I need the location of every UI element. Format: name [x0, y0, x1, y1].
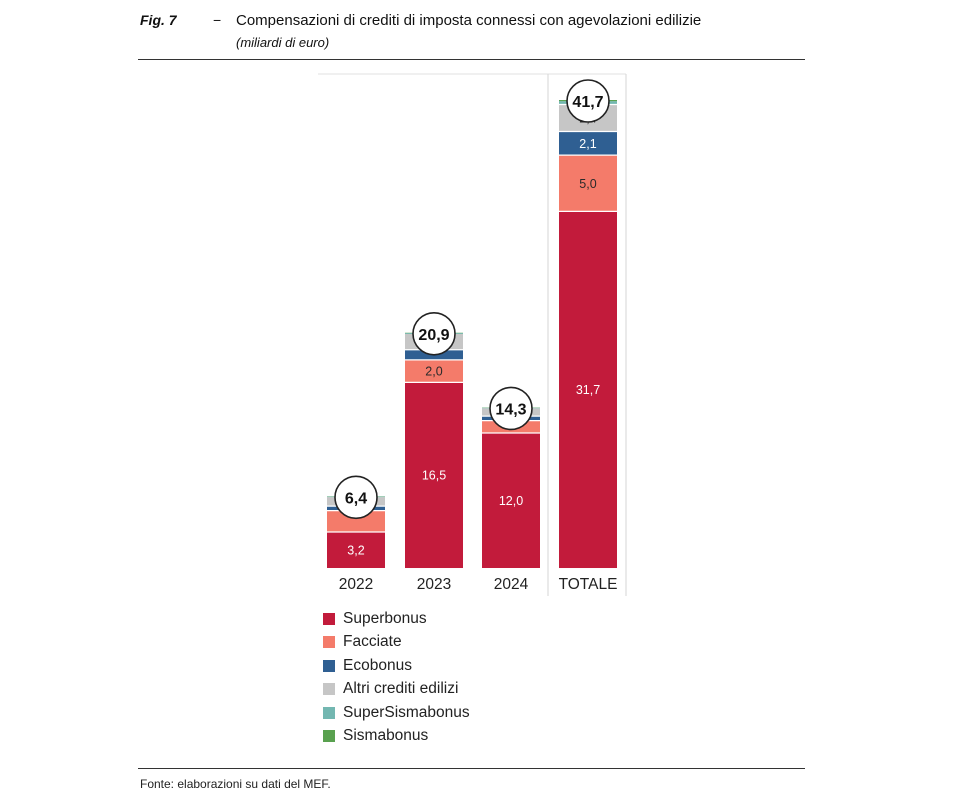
legend-item-altri-crediti: Altri crediti edilizi — [323, 678, 470, 702]
data-label: 12,0 — [499, 494, 523, 508]
top-rule — [138, 59, 805, 60]
legend-swatch-altri-crediti — [323, 683, 335, 696]
stacked-bar-chart: 3,2 6,4 2022 16,5 2,0 20,9 2023 12,0 14,3 2024 31,… — [318, 73, 627, 596]
source-note: Fonte: elaborazioni su dati del MEF. — [140, 777, 331, 791]
x-tick-label: TOTALE — [559, 576, 618, 593]
legend-label: Altri crediti edilizi — [343, 680, 459, 698]
legend-swatch-facciate — [323, 636, 335, 649]
legend-item-ecobonus: Ecobonus — [323, 654, 470, 678]
legend-label: Facciate — [343, 633, 402, 651]
data-label: 2,0 — [425, 365, 442, 379]
legend: Superbonus Facciate Ecobonus Altri credi… — [323, 607, 470, 748]
figure-subtitle: (miliardi di euro) — [236, 35, 330, 50]
title-dash: − — [213, 12, 222, 28]
x-tick-label: 2023 — [417, 576, 451, 593]
legend-label: Ecobonus — [343, 656, 412, 674]
total-label: 14,3 — [495, 401, 526, 418]
legend-item-supersismabonus: SuperSismabonus — [323, 701, 470, 725]
figure-label: Fig. 7 — [140, 12, 177, 28]
legend-swatch-supersismabonus — [323, 706, 335, 719]
bar-segment — [559, 211, 617, 569]
bar-segment — [327, 510, 385, 533]
bar-segment — [327, 532, 385, 568]
legend-item-superbonus: Superbonus — [323, 607, 470, 631]
bar-segment — [482, 433, 540, 568]
bottom-rule — [138, 768, 805, 769]
bar-segment — [405, 382, 463, 569]
legend-item-facciate: Facciate — [323, 631, 470, 655]
figure-title: Compensazioni di crediti di imposta conn… — [236, 12, 702, 29]
data-label: 5,0 — [579, 177, 596, 191]
legend-label: Superbonus — [343, 609, 427, 627]
total-circle — [334, 475, 378, 520]
data-label: 3,2 — [347, 544, 364, 558]
legend-label: Sismabonus — [343, 727, 429, 745]
total-label: 20,9 — [418, 327, 449, 344]
bar-segment — [559, 131, 617, 156]
data-label: 2,1 — [579, 137, 596, 151]
data-label: 31,7 — [576, 383, 600, 397]
total-label: 6,4 — [345, 490, 367, 507]
legend-swatch-superbonus — [323, 612, 335, 625]
legend-item-sismabonus: Sismabonus — [323, 725, 470, 749]
x-tick-label: 2024 — [494, 576, 529, 593]
bar-segment — [405, 359, 463, 383]
total-circle — [566, 79, 610, 123]
legend-swatch-sismabonus — [323, 730, 335, 743]
bar-segment — [559, 155, 617, 212]
data-label: 16,5 — [422, 469, 446, 483]
x-tick-label: 2022 — [339, 576, 373, 593]
legend-label: SuperSismabonus — [343, 703, 470, 721]
total-circle — [489, 386, 533, 431]
legend-swatch-ecobonus — [323, 659, 335, 672]
total-circle — [412, 311, 456, 356]
total-label: 41,7 — [572, 94, 603, 111]
